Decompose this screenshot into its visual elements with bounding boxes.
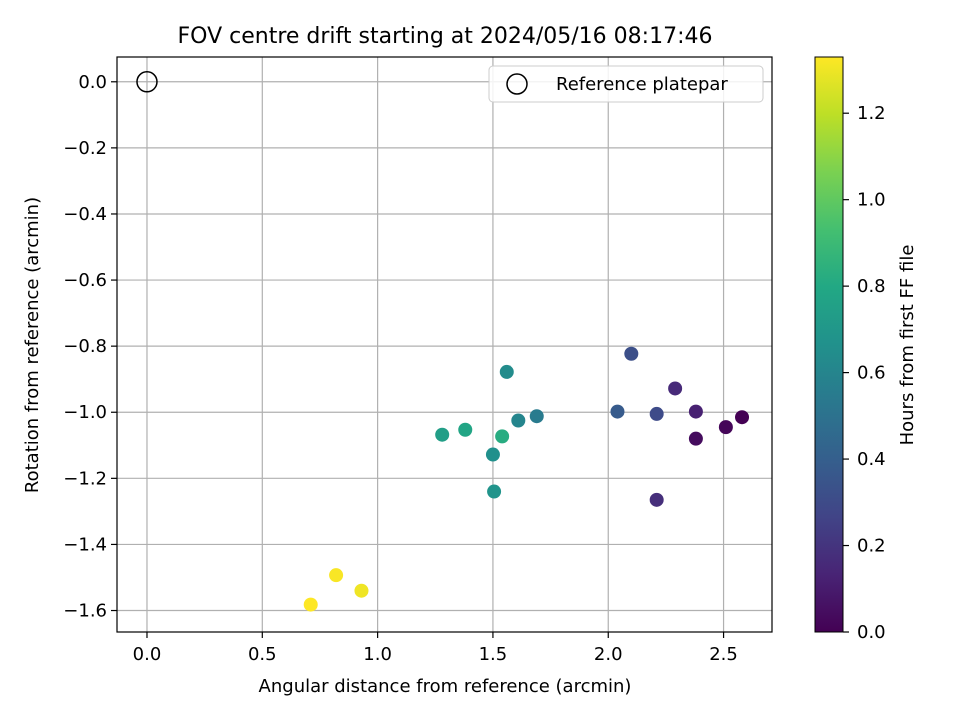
x-tick-label: 1.0	[363, 644, 392, 665]
data-point	[688, 404, 703, 419]
colorbar-label: Hours from first FF file	[897, 245, 918, 446]
data-point	[499, 364, 514, 379]
legend-box	[488, 65, 764, 103]
colorbar-tick-label: 0.4	[857, 449, 886, 470]
data-point	[610, 404, 625, 419]
data-point	[688, 431, 703, 446]
data-point	[718, 420, 733, 435]
chart-title: FOV centre drift starting at 2024/05/16 …	[178, 24, 713, 49]
data-point	[735, 410, 750, 425]
y-tick-label: 0.0	[78, 72, 107, 93]
data-point	[649, 406, 664, 421]
colorbar-tick-label: 1.0	[857, 190, 886, 211]
data-point	[303, 597, 318, 612]
grid-lines	[117, 57, 772, 632]
colorbar-tick-label: 1.2	[857, 103, 886, 124]
data-point	[329, 568, 344, 583]
data-point	[511, 413, 526, 428]
colorbar: 0.0 0.2 0.4 0.6 0.8 1.0 1.2 Hours from first F…	[814, 56, 918, 643]
scatter-points	[303, 346, 750, 612]
data-point	[529, 409, 544, 424]
data-point	[487, 484, 502, 499]
y-axis-label: Rotation from reference (arcmin)	[22, 197, 43, 493]
legend-marker	[506, 73, 528, 95]
x-axis-label: Angular distance from reference (arcmin)	[259, 676, 632, 697]
colorbar-tick-label: 0.0	[857, 622, 886, 643]
x-tick-label: 2.0	[594, 644, 623, 665]
y-tick-label: −1.4	[63, 534, 107, 555]
y-tick-label: −1.0	[63, 402, 107, 423]
x-tick-label: 0.5	[248, 644, 277, 665]
y-tick-label: −1.2	[63, 468, 107, 489]
legend-label: Reference platepar	[556, 74, 728, 95]
y-tick-label: −0.8	[63, 336, 107, 357]
y-tick-label: −0.6	[63, 270, 107, 291]
data-point	[485, 447, 500, 462]
reference-point	[136, 71, 158, 93]
x-axis-ticks: 0.0 0.5 1.0 1.5 2.0 2.5	[133, 632, 738, 665]
colorbar-tick-label: 0.8	[857, 276, 886, 297]
colorbar-ticks: 0.0 0.2 0.4 0.6 0.8 1.0 1.2	[843, 103, 886, 643]
plot-frame	[116, 56, 773, 633]
reference-marker	[136, 71, 158, 93]
x-tick-label: 1.5	[479, 644, 508, 665]
colorbar-gradient	[814, 56, 844, 633]
data-point	[668, 381, 683, 396]
y-axis-ticks: 0.0 −0.2 −0.4 −0.6 −0.8 −1.0 −1.2 −1.4 −1.6	[63, 72, 117, 622]
legend: Reference platepar	[488, 65, 764, 103]
x-tick-label: 0.0	[133, 644, 162, 665]
data-point	[649, 492, 664, 507]
y-tick-label: −1.6	[63, 601, 107, 622]
y-tick-label: −0.4	[63, 204, 107, 225]
data-point	[624, 346, 639, 361]
data-point	[354, 583, 369, 598]
y-tick-label: −0.2	[63, 138, 107, 159]
colorbar-tick-label: 0.2	[857, 536, 886, 557]
data-point	[458, 422, 473, 437]
colorbar-tick-label: 0.6	[857, 363, 886, 384]
x-tick-label: 2.5	[709, 644, 738, 665]
data-point	[495, 429, 510, 444]
data-point	[435, 427, 450, 442]
